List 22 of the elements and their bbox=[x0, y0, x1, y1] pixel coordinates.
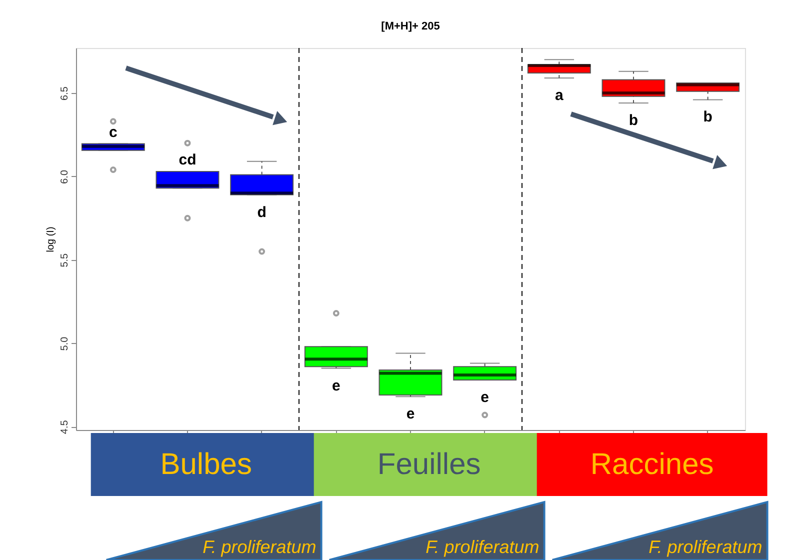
y-tick-label: 6.5 bbox=[60, 86, 70, 100]
annotation: b bbox=[703, 108, 712, 126]
annotation: b bbox=[628, 112, 638, 130]
y-tick-label: 5.0 bbox=[60, 336, 70, 351]
annotation: e bbox=[406, 406, 415, 423]
annotation: d bbox=[257, 204, 266, 221]
text: Bulbes bbox=[160, 448, 252, 481]
chart-title: [M+H]+ 205 bbox=[381, 20, 440, 32]
y-tick-label: 5.5 bbox=[60, 252, 70, 268]
annotation: e bbox=[332, 377, 340, 394]
annotation: e bbox=[480, 388, 490, 406]
annotation: c bbox=[108, 124, 118, 141]
annotation: cd bbox=[178, 151, 196, 168]
y-tick-label: 6.0 bbox=[60, 170, 70, 184]
y-axis-title: log (I) bbox=[46, 226, 56, 252]
text: F. proliferatum bbox=[202, 537, 316, 557]
text: Raccines bbox=[590, 448, 714, 481]
text: F. proliferatum bbox=[426, 537, 540, 557]
annotation: a bbox=[554, 87, 564, 104]
y-tick-label: 4.5 bbox=[60, 420, 70, 434]
text: F. proliferatum bbox=[648, 537, 762, 557]
text: Feuilles bbox=[377, 448, 481, 481]
